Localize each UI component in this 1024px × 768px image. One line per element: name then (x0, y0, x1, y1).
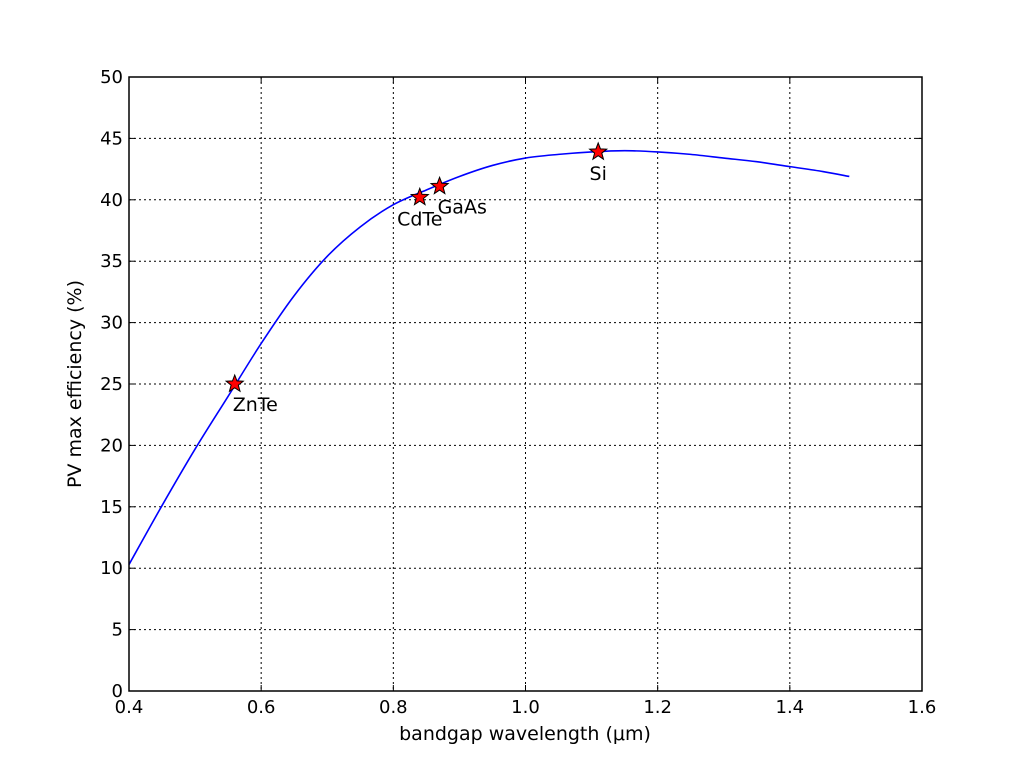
point-label-si: Si (590, 163, 607, 185)
y-tick-label: 20 (100, 435, 123, 456)
x-tick-label: 0.6 (247, 697, 276, 718)
y-tick-label: 5 (112, 620, 123, 641)
y-tick-label: 50 (100, 67, 123, 88)
x-tick-label: 1.4 (776, 697, 805, 718)
x-tick-label: 1.2 (643, 697, 672, 718)
point-label-znte: ZnTe (233, 394, 278, 416)
y-tick-label: 35 (100, 251, 123, 272)
point-label-cdte: CdTe (397, 208, 442, 230)
y-axis-label: PV max efficiency (%) (64, 280, 86, 488)
star-marker-cdte (409, 186, 430, 206)
star-marker-gaas (429, 175, 450, 195)
y-tick-label: 25 (100, 374, 123, 395)
y-tick-label: 10 (100, 558, 123, 579)
x-tick-label: 1.0 (511, 697, 540, 718)
y-tick-label: 0 (112, 681, 123, 702)
series-layer (128, 149, 850, 565)
x-tick-label: 1.6 (908, 697, 937, 718)
star-marker-znte (224, 373, 245, 393)
ticks: 0.4 0.6 0.8 1.0 1.2 1.4 1.6 0 5 10 15 20 25 30 35 40 45 5… (100, 67, 936, 718)
efficiency-curve (128, 149, 850, 565)
x-axis-label: bandgap wavelength (μm) (399, 723, 651, 745)
star-marker-si (588, 141, 609, 161)
point-label-gaas: GaAs (438, 196, 487, 218)
x-tick-label: 0.8 (379, 697, 408, 718)
plot-frame (128, 76, 923, 692)
grid (129, 77, 922, 691)
y-tick-label: 45 (100, 128, 123, 149)
y-tick-label: 15 (100, 497, 123, 518)
y-tick-label: 40 (100, 190, 123, 211)
y-tick-label: 30 (100, 313, 123, 334)
x-tick-label: 0.4 (115, 697, 144, 718)
